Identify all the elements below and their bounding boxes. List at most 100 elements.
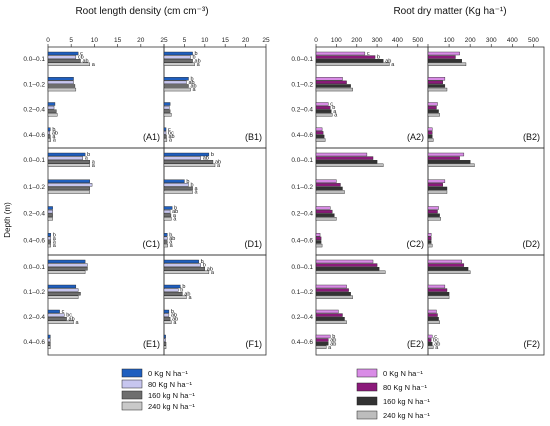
significance-letter: ab	[330, 338, 336, 344]
bar-f1	[163, 342, 167, 346]
bar-c1	[47, 233, 51, 237]
significance-letter: bc	[168, 130, 174, 136]
bar-e1	[47, 284, 77, 289]
significance-letter: bc	[433, 338, 439, 344]
significance-letter: b	[169, 232, 172, 238]
bar-b1	[163, 87, 191, 92]
depth-category-label: 0.2–0.4	[291, 314, 313, 321]
bar-e2	[315, 263, 378, 267]
bar-a2	[315, 87, 353, 92]
bar-e2	[315, 345, 327, 349]
panel-tag: (A2)	[407, 132, 424, 142]
significance-letter: b	[174, 206, 177, 212]
bar-d2	[427, 179, 446, 183]
significance-letter: a	[391, 62, 395, 68]
bar-a2	[315, 109, 332, 113]
bar-d2	[427, 240, 432, 244]
bar-b2	[427, 84, 446, 88]
significance-letter: a	[211, 270, 215, 276]
x-tick-label: 5	[183, 37, 187, 44]
x-tick-label: 15	[114, 37, 122, 44]
bar-c1	[47, 183, 93, 187]
significance-letter: c	[62, 309, 65, 315]
bar-c2	[315, 159, 378, 164]
bar-f1	[163, 263, 201, 267]
significance-letter: a	[76, 320, 80, 326]
bar-d1	[163, 217, 172, 221]
significance-letter: b	[53, 232, 56, 238]
bar-c2	[315, 243, 323, 248]
panel-a2: 0 100 200 300 400 5000.0–0.1cbaba0.1–0.20.2–0…	[291, 37, 429, 149]
significance-letter: a	[188, 295, 192, 301]
depth-category-label: 0.2–0.4	[291, 211, 313, 218]
legend-swatch	[356, 382, 378, 392]
bar-b2	[427, 134, 433, 139]
significance-letter: c	[367, 51, 370, 57]
bar-c1	[47, 213, 53, 217]
bar-d1	[163, 186, 193, 191]
x-tick-label: 0	[46, 37, 50, 44]
bar-b2	[427, 131, 433, 135]
significance-letter: b	[195, 51, 198, 57]
bar-c1	[47, 240, 51, 244]
depth-category-label: 0.1–0.2	[23, 289, 45, 296]
bar-c1	[47, 217, 53, 221]
bar-a1	[47, 59, 81, 63]
significance-letter: a	[173, 216, 177, 222]
significance-letter: a	[170, 243, 174, 249]
panel-d2: (D2)	[427, 147, 545, 256]
x-tick-label: 500	[412, 37, 423, 44]
depth-category-label: 0.4–0.6	[23, 339, 45, 346]
bar-a2	[315, 77, 343, 81]
depth-category-label: 0.4–0.6	[291, 339, 313, 346]
bar-f2	[427, 334, 433, 339]
significance-letter: a	[195, 186, 199, 192]
bar-c1	[47, 206, 53, 210]
x-tick-label: 10	[201, 37, 209, 44]
bar-a1	[47, 80, 74, 85]
significance-letter: b	[171, 309, 174, 315]
bar-b2	[427, 55, 456, 59]
bar-a1	[47, 87, 77, 92]
bar-b1	[163, 131, 167, 135]
bar-d1	[163, 243, 168, 248]
bar-c1	[47, 179, 90, 183]
bar-d2	[427, 156, 460, 160]
depth-axis-label: Depth (m)	[3, 202, 12, 238]
bar-f1	[163, 292, 183, 296]
bar-e1	[47, 309, 60, 314]
panel-tag: (B2)	[523, 132, 540, 142]
bar-a1	[47, 84, 76, 88]
legend-root-length-density: 0 Kg N ha⁻¹ 80 Kg N ha⁻¹ 160 kg N ha⁻¹ 240 …	[121, 368, 195, 411]
legend-swatch	[356, 410, 378, 420]
panel-tag: (C2)	[407, 239, 425, 249]
bar-f1	[163, 288, 179, 292]
bar-e2	[315, 259, 374, 264]
x-tick-label: 5	[69, 37, 73, 44]
bar-a2	[315, 80, 347, 85]
bar-c1	[47, 152, 86, 157]
significance-letter: a	[195, 190, 199, 196]
bar-d2	[427, 217, 441, 221]
bar-d2	[427, 213, 440, 217]
bar-a1	[47, 105, 55, 110]
bar-d1	[163, 152, 210, 157]
depth-category-label: 0.2–0.4	[23, 211, 45, 218]
bar-d2	[427, 159, 471, 164]
bar-e1	[47, 320, 74, 324]
panels-layer: 0 5 10 15 20 250.0–0.1ccbaba0.1–0.20.2–0.40.4…	[23, 37, 545, 356]
bar-d1	[163, 183, 189, 187]
panel-frame	[427, 254, 545, 356]
bar-b2	[427, 102, 438, 106]
bar-f2	[427, 342, 433, 346]
significance-letter: ab	[207, 266, 213, 272]
bar-a2	[315, 62, 390, 66]
x-tick-label: 100	[331, 37, 342, 44]
legend-root-dry-matter: 0 Kg N ha⁻¹ 80 Kg N ha⁻¹ 160 kg N ha⁻¹ 240 …	[356, 368, 430, 420]
bar-e1	[47, 338, 51, 342]
depth-category-label: 0.0–0.1	[23, 56, 45, 63]
panel-tag: (F2)	[524, 339, 541, 349]
bar-c2	[315, 209, 333, 214]
